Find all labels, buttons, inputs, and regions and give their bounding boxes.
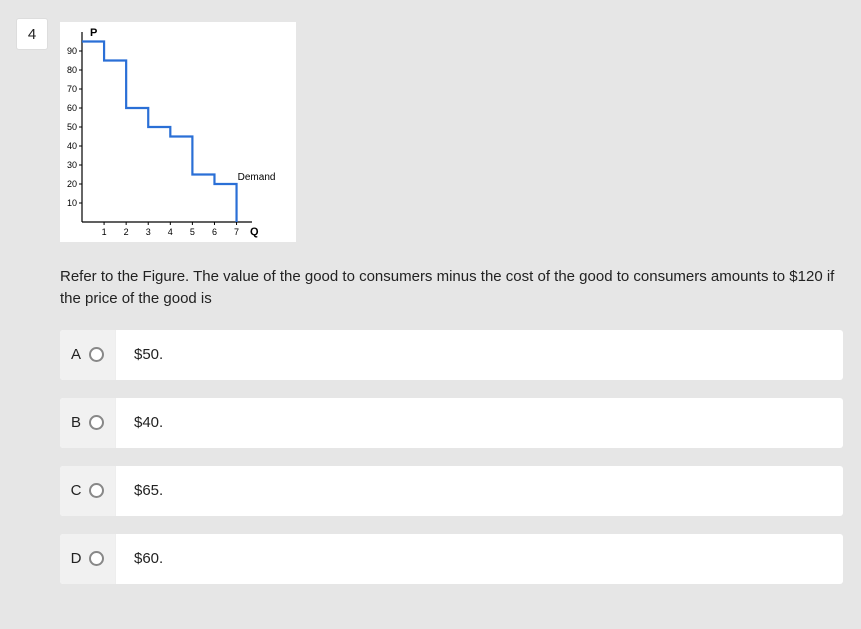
- option-b[interactable]: B $40.: [60, 398, 843, 448]
- radio-icon[interactable]: [89, 347, 104, 362]
- svg-text:50: 50: [67, 122, 77, 132]
- option-text: $40.: [116, 414, 163, 431]
- question-card: 4 10 20 30 40 50 60 70 80 90 1 2 3 4 5 6 7 P Q Demand Refe…: [0, 0, 861, 629]
- step-demand-chart-svg: 10 20 30 40 50 60 70 80 90 1 2 3 4 5 6 7 P Q Demand: [60, 22, 296, 242]
- radio-icon[interactable]: [89, 551, 104, 566]
- option-d[interactable]: D $60.: [60, 534, 843, 584]
- option-c[interactable]: C $65.: [60, 466, 843, 516]
- svg-text:7: 7: [234, 227, 239, 237]
- option-a[interactable]: A $50.: [60, 330, 843, 380]
- svg-text:60: 60: [67, 103, 77, 113]
- svg-text:4: 4: [168, 227, 173, 237]
- svg-text:2: 2: [124, 227, 129, 237]
- svg-text:5: 5: [190, 227, 195, 237]
- svg-text:P: P: [90, 27, 97, 39]
- svg-text:10: 10: [67, 198, 77, 208]
- answer-options: A $50. B $40. C $65. D $60.: [60, 330, 843, 584]
- demand-chart: 10 20 30 40 50 60 70 80 90 1 2 3 4 5 6 7 P Q Demand: [60, 22, 843, 246]
- option-key-box: A: [60, 330, 116, 380]
- option-key-letter: A: [71, 346, 81, 363]
- svg-text:90: 90: [67, 46, 77, 56]
- option-text: $50.: [116, 346, 163, 363]
- svg-text:Q: Q: [250, 226, 259, 238]
- svg-text:40: 40: [67, 141, 77, 151]
- option-key-letter: B: [71, 414, 81, 431]
- radio-icon[interactable]: [89, 415, 104, 430]
- question-number-badge: 4: [16, 18, 48, 50]
- svg-text:6: 6: [212, 227, 217, 237]
- svg-text:3: 3: [146, 227, 151, 237]
- option-key-box: B: [60, 398, 116, 448]
- option-key-box: D: [60, 534, 116, 584]
- svg-text:30: 30: [67, 160, 77, 170]
- option-key-letter: C: [71, 482, 82, 499]
- option-text: $65.: [116, 482, 163, 499]
- svg-text:Demand: Demand: [238, 172, 276, 183]
- option-key-box: C: [60, 466, 116, 516]
- question-text: Refer to the Figure. The value of the go…: [60, 266, 840, 310]
- option-text: $60.: [116, 550, 163, 567]
- svg-text:80: 80: [67, 65, 77, 75]
- radio-icon[interactable]: [89, 483, 104, 498]
- svg-text:20: 20: [67, 179, 77, 189]
- svg-text:70: 70: [67, 84, 77, 94]
- svg-text:1: 1: [102, 227, 107, 237]
- option-key-letter: D: [71, 550, 82, 567]
